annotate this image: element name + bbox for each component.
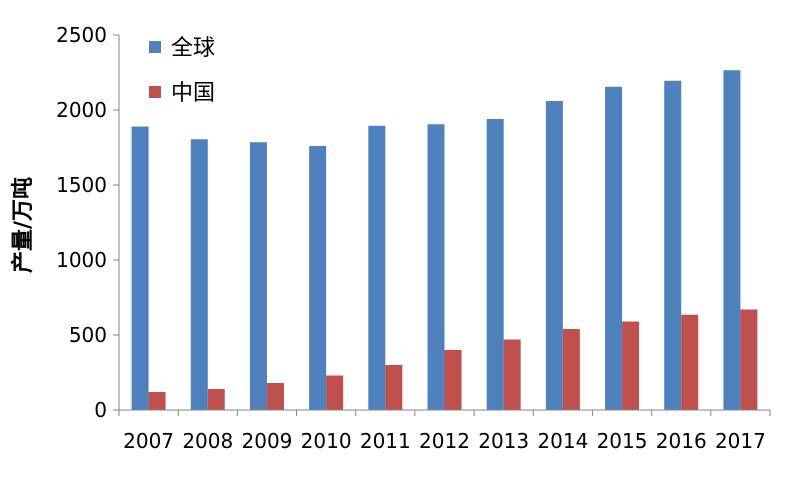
- x-tick-label-2010: 2010: [301, 429, 352, 453]
- bar-china-2010: [326, 375, 344, 410]
- bar-global-2010: [309, 146, 327, 410]
- y-tick-label-2500: 2500: [56, 23, 107, 47]
- y-tick-label-1500: 1500: [56, 173, 107, 197]
- bar-global-2011: [368, 125, 386, 410]
- bar-china-2007: [148, 392, 166, 410]
- x-tick-label-2017: 2017: [715, 429, 766, 453]
- legend-swatch-global: [149, 41, 161, 53]
- legend-label-china: 中国: [171, 81, 215, 106]
- bar-china-2012: [444, 350, 462, 410]
- x-tick-label-2016: 2016: [656, 429, 707, 453]
- bar-china-2017: [740, 309, 758, 410]
- y-tick-label-0: 0: [94, 398, 107, 422]
- x-tick-label-2009: 2009: [242, 429, 293, 453]
- x-tick-label-2007: 2007: [123, 429, 174, 453]
- bar-global-2017: [723, 70, 741, 410]
- bar-global-2008: [190, 139, 208, 410]
- bar-china-2013: [503, 339, 521, 410]
- bar-global-2007: [131, 126, 149, 410]
- bar-china-2009: [266, 383, 284, 410]
- x-tick-label-2014: 2014: [537, 429, 588, 453]
- x-tick-label-2011: 2011: [360, 429, 411, 453]
- bar-global-2013: [486, 119, 504, 410]
- bar-global-2015: [605, 86, 623, 410]
- y-tick-label-1000: 1000: [56, 248, 107, 272]
- y-axis-label: 产量/万吨: [11, 177, 36, 273]
- bar-china-2016: [681, 314, 699, 410]
- axes: 0 500 1000 1500 2000 2500 2007 2008 2009 2010 2011…: [56, 23, 771, 453]
- bars: [131, 70, 758, 410]
- bar-global-2012: [427, 124, 445, 410]
- bar-global-2009: [249, 142, 267, 410]
- legend-swatch-china: [149, 86, 161, 98]
- bar-global-2014: [545, 101, 563, 410]
- y-tick-label-500: 500: [69, 323, 107, 347]
- x-tick-label-2012: 2012: [419, 429, 470, 453]
- x-tick-label-2015: 2015: [597, 429, 648, 453]
- bar-china-2015: [622, 321, 640, 410]
- x-tick-label-2013: 2013: [478, 429, 529, 453]
- x-tick-label-2008: 2008: [182, 429, 233, 453]
- bar-china-2008: [207, 389, 225, 410]
- bar-china-2014: [562, 329, 580, 410]
- bar-global-2016: [664, 80, 682, 410]
- y-tick-label-2000: 2000: [56, 98, 107, 122]
- legend-label-global: 全球: [171, 36, 215, 61]
- bar-china-2011: [385, 365, 403, 410]
